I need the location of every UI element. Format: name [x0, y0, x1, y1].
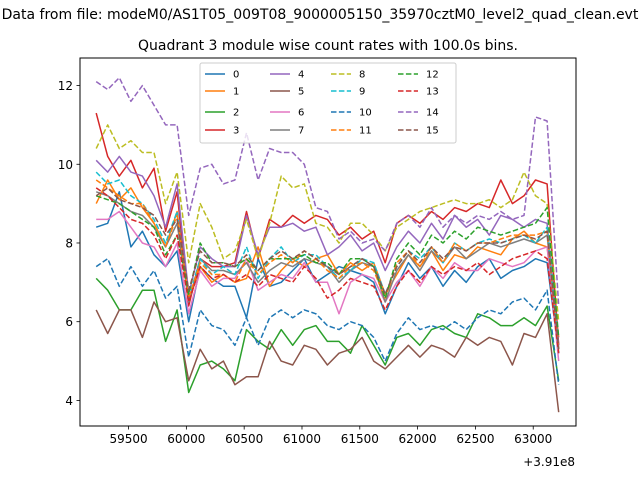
y-tick-label: 8 [65, 236, 73, 250]
x-tick-label: 62500 [456, 432, 494, 446]
series-line-5 [95, 301, 560, 413]
legend-label-10: 10 [359, 108, 372, 119]
series-line-14 [95, 76, 560, 307]
legend-label-5: 5 [298, 87, 304, 98]
x-axis: 59500 60000 60500 61000 61500 62000 62500 63000 [109, 426, 552, 446]
chart-title: Quadrant 3 module wise count rates with … [138, 38, 518, 54]
x-tick-label: 61500 [341, 432, 379, 446]
y-tick-label: 10 [58, 158, 73, 172]
legend-label-11: 11 [359, 126, 372, 137]
y-tick-label: 12 [58, 79, 73, 93]
figure-suptitle: Data from file: modeM0/AS1T05_009T08_900… [2, 7, 639, 23]
x-offset-label: +3.91e8 [523, 455, 575, 469]
legend-label-0: 0 [233, 70, 239, 81]
y-tick-label: 6 [65, 315, 73, 329]
legend-label-9: 9 [359, 87, 365, 98]
legend-box [199, 62, 457, 144]
series-line-4 [95, 155, 560, 346]
legend-label-3: 3 [233, 126, 239, 137]
series-layer [95, 76, 560, 413]
x-tick-label: 63000 [514, 432, 552, 446]
series-line-11 [95, 179, 560, 350]
legend-label-1: 1 [233, 87, 239, 98]
series-line-9 [95, 171, 560, 354]
x-tick-label: 60000 [167, 432, 205, 446]
x-tick-label: 61000 [283, 432, 321, 446]
y-axis: 4 6 8 10 12 [58, 79, 80, 408]
legend-label-6: 6 [298, 108, 304, 119]
legend-label-13: 13 [426, 87, 439, 98]
series-line-13 [95, 187, 560, 354]
series-line-15 [95, 187, 560, 350]
legend-label-2: 2 [233, 108, 239, 119]
x-tick-label: 62000 [399, 432, 437, 446]
legend-label-14: 14 [426, 108, 439, 119]
series-line-10 [95, 257, 560, 385]
legend-label-4: 4 [298, 70, 304, 81]
series-line-3 [95, 112, 560, 346]
x-tick-label: 59500 [109, 432, 147, 446]
legend-label-8: 8 [359, 70, 365, 81]
plot-frame [79, 57, 577, 427]
series-line-0 [95, 191, 560, 354]
legend-label-12: 12 [426, 70, 439, 81]
series-line-8 [95, 124, 560, 322]
y-tick-label: 4 [65, 394, 73, 408]
legend-label-7: 7 [298, 126, 304, 137]
x-tick-label: 60500 [225, 432, 263, 446]
legend-label-15: 15 [426, 126, 439, 137]
